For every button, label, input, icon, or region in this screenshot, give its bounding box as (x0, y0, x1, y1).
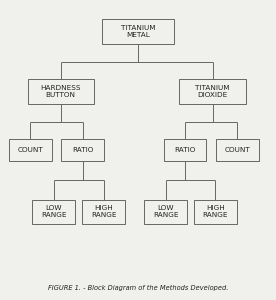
FancyBboxPatch shape (33, 200, 75, 224)
Text: TITANIUM
METAL: TITANIUM METAL (121, 25, 155, 38)
Text: FIGURE 1. - Block Diagram of the Methods Developed.: FIGURE 1. - Block Diagram of the Methods… (48, 285, 228, 291)
Text: RATIO: RATIO (72, 147, 94, 153)
FancyBboxPatch shape (194, 200, 237, 224)
Text: LOW
RANGE: LOW RANGE (41, 205, 67, 218)
FancyBboxPatch shape (163, 139, 206, 161)
Text: HIGH
RANGE: HIGH RANGE (203, 205, 228, 218)
Text: COUNT: COUNT (17, 147, 43, 153)
FancyBboxPatch shape (102, 19, 174, 44)
FancyBboxPatch shape (28, 79, 94, 104)
Text: RATIO: RATIO (174, 147, 196, 153)
FancyBboxPatch shape (144, 200, 187, 224)
Text: COUNT: COUNT (224, 147, 250, 153)
FancyBboxPatch shape (216, 139, 259, 161)
Text: TITANIUM
DIOXIDE: TITANIUM DIOXIDE (195, 85, 230, 98)
Text: HARDNESS
BUTTON: HARDNESS BUTTON (41, 85, 81, 98)
Text: LOW
RANGE: LOW RANGE (153, 205, 178, 218)
FancyBboxPatch shape (179, 79, 246, 104)
Text: HIGH
RANGE: HIGH RANGE (91, 205, 116, 218)
FancyBboxPatch shape (82, 200, 125, 224)
FancyBboxPatch shape (61, 139, 104, 161)
FancyBboxPatch shape (9, 139, 52, 161)
